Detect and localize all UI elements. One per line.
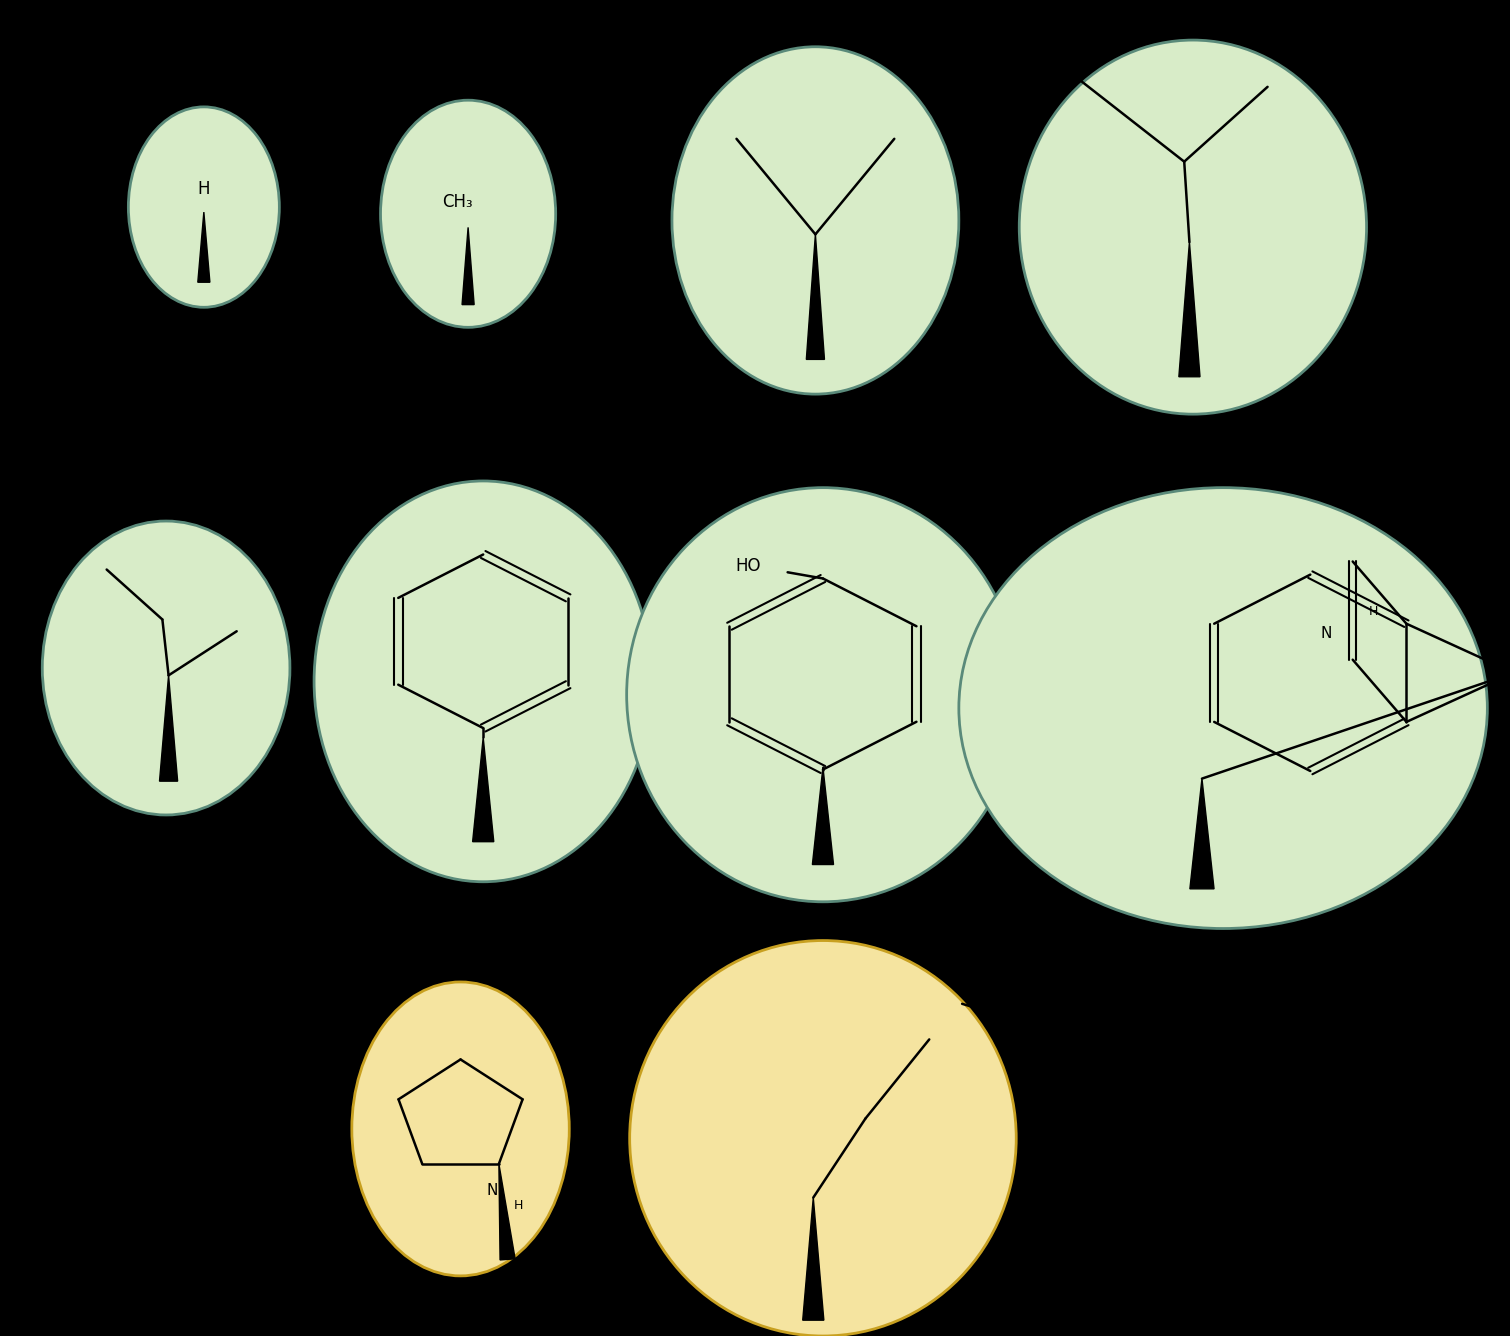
Ellipse shape — [381, 100, 556, 327]
Polygon shape — [1190, 779, 1214, 888]
Ellipse shape — [1019, 40, 1367, 414]
Ellipse shape — [128, 107, 279, 307]
Text: HO: HO — [735, 557, 761, 574]
Polygon shape — [473, 737, 494, 842]
Ellipse shape — [630, 941, 1016, 1336]
Ellipse shape — [959, 488, 1487, 929]
Polygon shape — [803, 1197, 824, 1320]
Text: N: N — [1321, 625, 1332, 641]
Polygon shape — [498, 1164, 515, 1260]
Ellipse shape — [314, 481, 652, 882]
Polygon shape — [160, 675, 178, 782]
Ellipse shape — [352, 982, 569, 1276]
Ellipse shape — [627, 488, 1019, 902]
Text: H: H — [198, 180, 210, 198]
Polygon shape — [812, 767, 834, 864]
Ellipse shape — [42, 521, 290, 815]
Polygon shape — [198, 212, 210, 282]
Text: H: H — [513, 1198, 522, 1212]
Text: H: H — [1370, 605, 1379, 617]
Polygon shape — [1179, 242, 1200, 377]
Text: N: N — [486, 1182, 498, 1198]
Ellipse shape — [672, 47, 959, 394]
Text: CH₃: CH₃ — [442, 194, 473, 211]
Polygon shape — [462, 227, 474, 305]
Text: S: S — [965, 971, 975, 989]
Polygon shape — [806, 234, 824, 359]
